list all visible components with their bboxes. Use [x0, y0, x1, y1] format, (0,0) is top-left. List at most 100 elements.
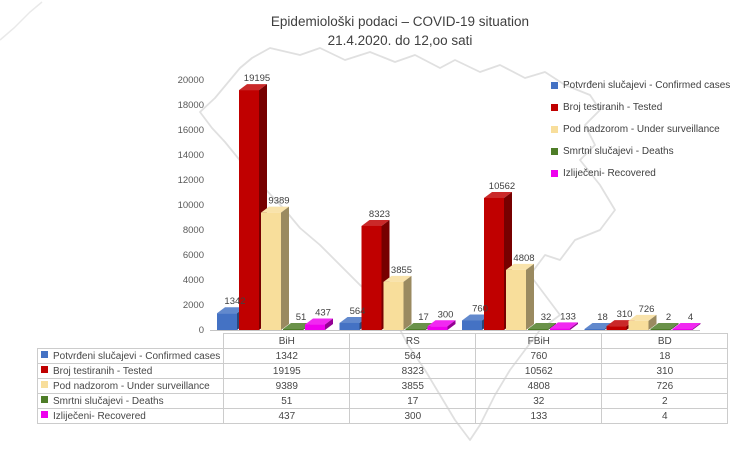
table-row-label-cell: Izliječeni- Recovered — [36, 408, 225, 424]
legend-item-deaths: Smrtni slučajevi - Deaths — [551, 140, 730, 162]
bar-top-4-0 — [305, 318, 333, 325]
row-key-confirmed — [41, 351, 48, 359]
y-tick-label: 14000 — [178, 150, 204, 161]
bar-side-4-0 — [325, 318, 333, 330]
bar-top-2-3 — [628, 314, 657, 321]
bar-front-4-2 — [550, 328, 570, 330]
bar-value-label-2-1: 3855 — [391, 265, 412, 276]
bar-top-3-1 — [405, 323, 434, 329]
table-column-header-bih: BiH — [223, 333, 351, 349]
legend-item-tested: Broj testiranih - Tested — [551, 96, 730, 118]
table-cell: 4808 — [475, 378, 603, 394]
table-cell: 18 — [601, 348, 729, 364]
table-cell: 8323 — [349, 363, 477, 379]
legend-item-surveillance: Pod nadzorom - Under surveillance — [551, 118, 730, 140]
bar-top-0-1 — [339, 316, 368, 323]
y-tick-label: 4000 — [183, 275, 204, 286]
legend-label-deaths: Smrtni slučajevi - Deaths — [563, 145, 674, 157]
bar-front-4-3 — [672, 329, 693, 330]
bar-front-2-1 — [383, 281, 404, 330]
bar-top-1-0 — [239, 84, 267, 91]
bar-top-3-0 — [283, 323, 311, 329]
table-row-label-cell: Pod nadzorom - Under surveillance — [36, 378, 225, 394]
table-row-label-cell: Potvrđeni slučajevi - Confirmed cases — [36, 348, 225, 364]
bar-top-2-1 — [383, 275, 412, 282]
bar-top-4-2 — [550, 322, 578, 329]
table-cell: 32 — [475, 393, 603, 409]
bar-front-0-1 — [339, 322, 360, 330]
bar-side-2-2 — [526, 263, 534, 330]
legend-label-recovered: Izliječeni- Recovered — [563, 167, 656, 179]
bar-top-4-1 — [427, 320, 456, 327]
bar-front-3-1 — [405, 329, 426, 330]
table-row-deaths: Smrtni slučajevi - Deaths 51 17 32 2 — [36, 393, 729, 409]
table-column-header-rs: RS — [349, 333, 477, 349]
table-row-label: Pod nadzorom - Under surveillance — [53, 380, 210, 392]
bar-top-2-2 — [506, 263, 534, 270]
bar-top-1-1 — [361, 219, 390, 226]
table-row-label-cell: Broj testiranih - Tested — [36, 363, 225, 379]
bar-value-label-1-1: 8323 — [369, 209, 390, 220]
table-cell: 726 — [601, 378, 729, 394]
table-row-confirmed: Potvrđeni slučajevi - Confirmed cases 13… — [36, 348, 729, 364]
legend-key-recovered — [551, 169, 558, 177]
table-row-label: Broj testiranih - Tested — [53, 365, 153, 377]
table-cell: 4 — [601, 408, 729, 424]
bar-value-label-0-0: 1342 — [224, 296, 245, 307]
bar-top-3-2 — [528, 323, 556, 329]
table-cell: 2 — [601, 393, 729, 409]
legend-item-confirmed: Potvrđeni slučajevi - Confirmed cases — [551, 74, 730, 96]
bar-front-0-3 — [584, 329, 605, 330]
bar-value-label-0-3: 18 — [597, 312, 608, 323]
y-tick-label: 8000 — [183, 225, 204, 236]
legend-key-confirmed — [551, 81, 558, 89]
bar-front-2-2 — [506, 269, 526, 330]
legend: Potvrđeni slučajevi - Confirmed cases Br… — [551, 74, 730, 184]
bar-side-2-1 — [403, 275, 412, 330]
bar-top-4-3 — [672, 323, 701, 329]
table-row-tested: Broj testiranih - Tested 19195 8323 1056… — [36, 363, 729, 379]
bar-front-1-3 — [606, 326, 627, 330]
bar-value-label-2-2: 4808 — [513, 253, 534, 264]
bar-value-label-0-1: 564 — [350, 306, 366, 317]
bar-front-4-1 — [427, 326, 448, 330]
table-cell: 133 — [475, 408, 603, 424]
legend-label-tested: Broj testiranih - Tested — [563, 101, 663, 113]
bar-front-3-2 — [528, 329, 548, 330]
y-tick-label: 6000 — [183, 250, 204, 261]
bar-value-label-3-2: 32 — [541, 312, 552, 323]
bar-front-3-0 — [283, 329, 303, 330]
bar-front-0-0 — [217, 313, 237, 330]
bar-side-3-3 — [670, 323, 679, 330]
table-cell: 1342 — [223, 348, 351, 364]
table-row-recovered: Izliječeni- Recovered 437 300 133 4 — [36, 408, 729, 424]
bar-side-2-0 — [281, 206, 289, 330]
chart-title: Epidemiološki podaci – COVID-19 situatio… — [60, 12, 740, 50]
bar-front-2-0 — [261, 212, 281, 330]
legend-label-confirmed: Potvrđeni slučajevi - Confirmed cases — [563, 79, 731, 91]
y-tick-label: 12000 — [178, 175, 204, 186]
table-cell: 17 — [349, 393, 477, 409]
map-corner-detail — [0, 1, 43, 41]
table-cell: 3855 — [349, 378, 477, 394]
y-tick-label: 10000 — [178, 200, 204, 211]
bar-side-4-1 — [447, 320, 456, 330]
table-cell: 10562 — [475, 363, 603, 379]
bar-value-label-1-3: 310 — [617, 309, 633, 320]
table-cell: 300 — [349, 408, 477, 424]
row-key-tested — [41, 366, 48, 374]
y-tick-label: 16000 — [178, 125, 204, 136]
bar-top-1-3 — [606, 320, 635, 327]
bar-side-4-3 — [692, 323, 701, 330]
bar-front-2-3 — [628, 320, 649, 330]
legend-label-surveillance: Pod nadzorom - Under surveillance — [563, 123, 720, 135]
row-key-deaths — [41, 396, 48, 404]
chart-title-line2: 21.4.2020. do 12,oo sati — [327, 33, 473, 48]
bar-value-label-4-0: 437 — [315, 308, 331, 319]
bar-top-0-2 — [462, 314, 490, 321]
bar-side-4-2 — [570, 322, 578, 330]
bar-value-label-3-1: 17 — [418, 312, 429, 323]
bar-front-1-1 — [361, 225, 382, 330]
